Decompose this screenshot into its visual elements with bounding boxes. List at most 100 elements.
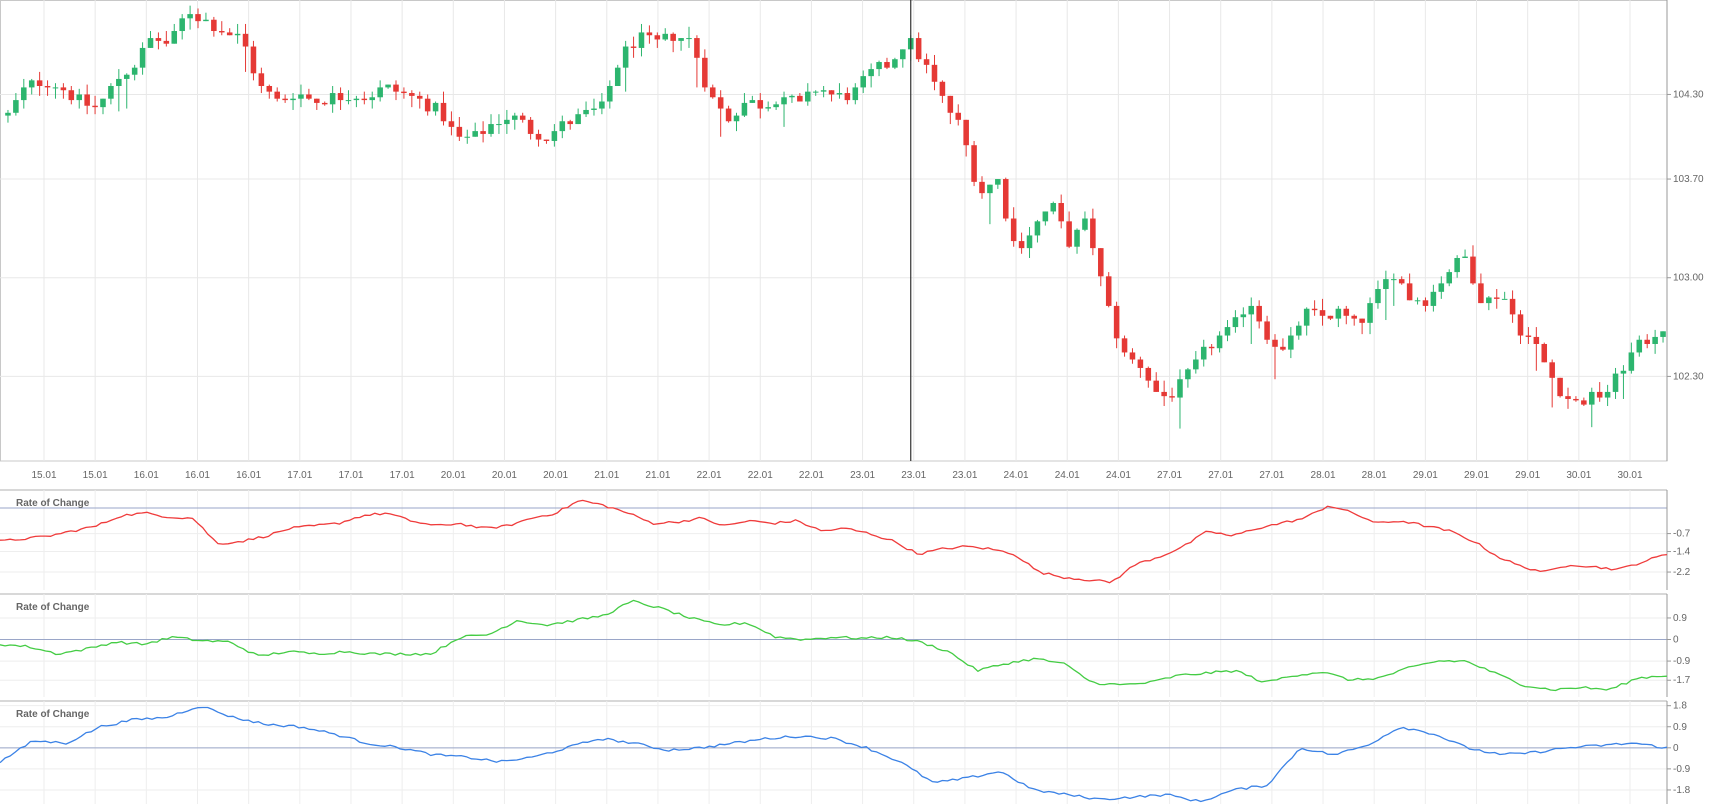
candle <box>409 90 415 108</box>
candle <box>1383 270 1389 321</box>
y-tick-label: -0.9 <box>1673 764 1691 775</box>
candle <box>868 63 874 88</box>
candle <box>1121 335 1128 357</box>
candle <box>416 91 423 109</box>
candle <box>1295 321 1302 340</box>
candle <box>242 23 249 72</box>
candle <box>377 80 383 102</box>
candle <box>638 23 645 57</box>
candle <box>306 88 312 101</box>
candle <box>1280 338 1286 352</box>
candle <box>1169 387 1175 402</box>
y-tick-label: -1.4 <box>1673 547 1691 558</box>
candle <box>440 91 447 126</box>
candle <box>512 112 518 130</box>
candle <box>1438 276 1445 299</box>
x-tick-label: 16.01 <box>134 470 159 481</box>
candle <box>995 179 1001 189</box>
candle <box>1002 177 1009 222</box>
candle <box>900 49 906 68</box>
candle <box>1549 359 1555 408</box>
candle <box>1652 329 1658 354</box>
candle <box>123 73 130 109</box>
candle <box>187 5 193 30</box>
candle <box>1185 367 1191 388</box>
y-tick-label: 103.70 <box>1673 174 1704 185</box>
x-tick-label: 17.01 <box>390 470 415 481</box>
candle <box>116 69 122 112</box>
candle <box>789 94 795 103</box>
candle <box>630 36 637 58</box>
y-tick-label: -2.2 <box>1673 567 1691 578</box>
candle <box>1525 327 1532 344</box>
candle <box>987 184 993 225</box>
candle <box>1200 339 1207 367</box>
candle <box>480 121 486 143</box>
candle <box>1208 343 1215 356</box>
candle <box>274 87 280 102</box>
candle <box>583 101 589 118</box>
candle <box>1398 276 1405 285</box>
x-tick-label: 20.01 <box>543 470 568 481</box>
candle <box>1588 387 1595 428</box>
candle <box>60 83 67 99</box>
candle <box>820 85 827 98</box>
candle <box>171 23 178 44</box>
y-tick-label: 0.9 <box>1673 722 1687 733</box>
candle <box>353 95 360 108</box>
candle <box>797 93 803 102</box>
candle <box>1636 335 1643 357</box>
panel-title: Rate of Change <box>16 498 90 509</box>
candle <box>971 140 977 187</box>
x-tick-label: 23.01 <box>901 470 926 481</box>
candle <box>543 139 550 144</box>
candle <box>1288 327 1294 359</box>
candle <box>1565 387 1571 409</box>
x-tick-label: 29.01 <box>1464 470 1489 481</box>
candle <box>385 84 391 89</box>
candle <box>1541 342 1548 363</box>
roc-panel-1: -0.7 -1.4 -2.2 Rate of Change <box>0 489 1691 590</box>
candle <box>496 114 502 134</box>
candle <box>591 98 597 116</box>
candle <box>979 176 985 199</box>
candle <box>1264 315 1270 344</box>
candle <box>401 87 407 99</box>
candle <box>955 104 962 126</box>
candle <box>1478 273 1484 304</box>
x-tick-label: 22.01 <box>799 470 824 481</box>
candle <box>488 114 494 137</box>
candle <box>1359 318 1365 335</box>
candle <box>733 112 740 132</box>
candle <box>1018 232 1025 254</box>
candle <box>939 80 946 103</box>
candle <box>131 64 138 81</box>
candle <box>1620 365 1627 399</box>
candle <box>1446 269 1452 287</box>
candle <box>163 31 170 47</box>
x-tick-label: 30.01 <box>1617 470 1642 481</box>
candle <box>567 119 573 130</box>
candle <box>219 21 225 36</box>
candle <box>1486 296 1492 311</box>
candle <box>876 60 882 77</box>
x-tick-label: 22.01 <box>697 470 722 481</box>
panel-title: Rate of Change <box>16 602 90 613</box>
candle <box>1113 301 1120 349</box>
candle <box>1604 384 1611 407</box>
candle <box>678 38 684 51</box>
candle <box>1628 342 1635 374</box>
y-tick-label: 0 <box>1673 743 1679 754</box>
candle <box>1303 307 1310 336</box>
candle <box>1343 305 1350 325</box>
x-tick-label: 27.01 <box>1259 470 1284 481</box>
candle <box>1129 348 1136 364</box>
candle <box>1098 248 1104 287</box>
candle <box>1391 273 1397 306</box>
x-tick-label: 20.01 <box>441 470 466 481</box>
candle <box>1644 334 1650 349</box>
candle <box>361 91 368 105</box>
candle <box>1327 315 1334 321</box>
candle <box>1406 273 1413 301</box>
